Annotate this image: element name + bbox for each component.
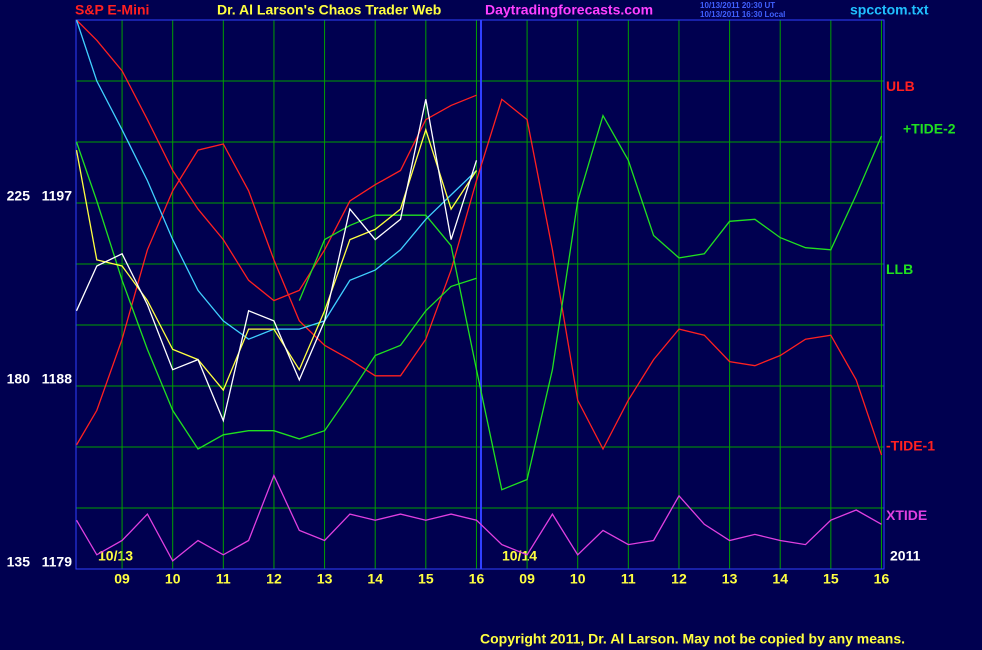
x-tick-label: 11 — [621, 571, 636, 587]
date-label: 10/14 — [502, 548, 537, 564]
x-tick-label: 15 — [418, 571, 434, 587]
chart-subtitle: S&P E-Mini — [75, 2, 149, 18]
series-line — [75, 473, 882, 562]
x-tick-label: 16 — [469, 571, 485, 587]
series-label: ULB — [886, 78, 915, 94]
series-label: LLB — [886, 261, 913, 277]
series-line — [75, 99, 478, 423]
series-line — [75, 141, 477, 450]
y-tick-label: 1188 — [42, 371, 73, 387]
x-tick-label: 13 — [722, 571, 738, 587]
series-line — [75, 98, 883, 456]
x-tick-label: 14 — [367, 571, 383, 587]
series-line — [75, 19, 477, 340]
date-label: 2011 — [890, 548, 921, 564]
site-name: Daytradingforecasts.com — [485, 2, 653, 18]
y2-tick-label: 225 — [7, 188, 31, 204]
series-label: -TIDE-1 — [886, 438, 935, 454]
y-tick-label: 1179 — [42, 554, 73, 570]
x-tick-label: 15 — [823, 571, 839, 587]
x-tick-label: 10 — [570, 571, 586, 587]
y-tick-label: 1197 — [42, 188, 73, 204]
series-line — [76, 19, 477, 302]
x-tick-label: 09 — [114, 571, 130, 587]
y2-tick-label: 135 — [7, 554, 31, 570]
series-label: +TIDE-2 — [903, 121, 956, 137]
x-tick-label: 10 — [165, 571, 181, 587]
x-tick-label: 13 — [317, 571, 333, 587]
x-tick-label: 16 — [874, 571, 890, 587]
series-label: XTIDE — [886, 507, 927, 523]
x-tick-label: 14 — [772, 571, 788, 587]
timestamp: 10/13/2011 16:30 Local — [700, 10, 785, 19]
date-label: 10/13 — [98, 548, 133, 564]
chart-title: Dr. Al Larson's Chaos Trader Web — [217, 2, 441, 18]
x-tick-label: 11 — [216, 571, 231, 587]
x-tick-label: 09 — [519, 571, 535, 587]
timestamp: 10/13/2011 20:30 UT — [700, 1, 775, 10]
file-name: spcctom.txt — [850, 2, 929, 18]
x-tick-label: 12 — [266, 571, 282, 587]
y2-tick-label: 180 — [7, 371, 31, 387]
series-line — [298, 113, 883, 491]
copyright: Copyright 2011, Dr. Al Larson. May not b… — [480, 631, 905, 647]
x-tick-label: 12 — [671, 571, 687, 587]
series-line — [75, 127, 478, 392]
